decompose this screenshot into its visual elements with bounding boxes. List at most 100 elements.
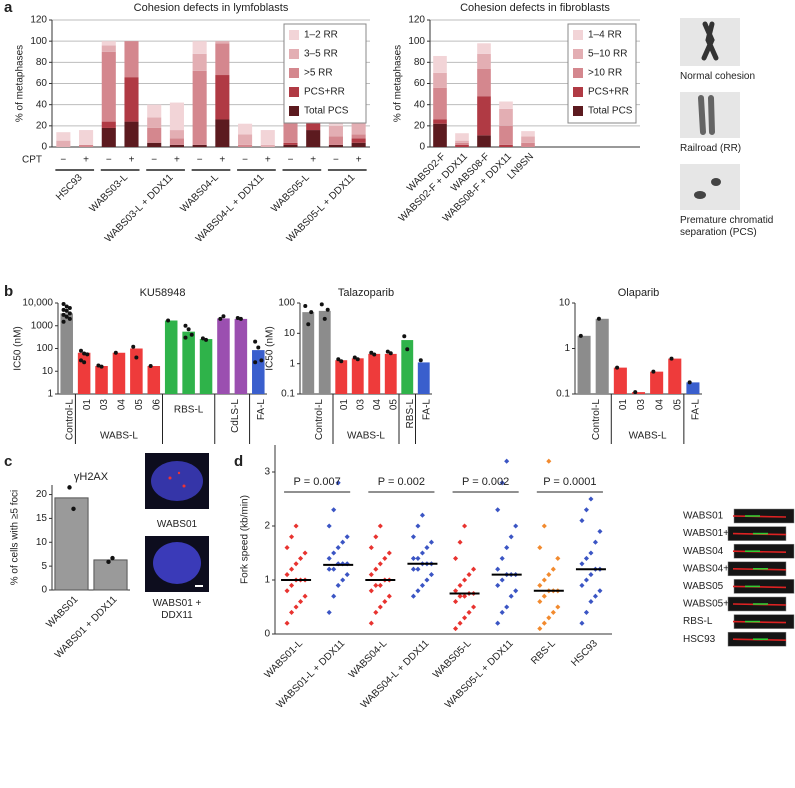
y-tick-label: 3 bbox=[264, 467, 270, 478]
data-point bbox=[504, 545, 510, 551]
bar-segment bbox=[124, 77, 139, 122]
data-point bbox=[388, 351, 393, 356]
data-point bbox=[382, 555, 388, 561]
data-point bbox=[579, 620, 585, 626]
data-point bbox=[183, 335, 188, 340]
bar bbox=[147, 366, 161, 394]
x-tick-label: 05 bbox=[388, 399, 399, 411]
bar-segment bbox=[433, 119, 447, 124]
group-label: HSC93 bbox=[54, 172, 85, 203]
y-tick-label: 5 bbox=[41, 561, 47, 572]
bar-segment bbox=[124, 41, 139, 78]
data-point bbox=[687, 380, 692, 385]
data-point bbox=[669, 356, 674, 361]
legend-label: 1–4 RR bbox=[588, 30, 622, 41]
group-label: WABS03-L bbox=[88, 172, 131, 215]
data-point bbox=[410, 593, 416, 599]
data-point bbox=[541, 577, 547, 583]
bar-segment bbox=[283, 142, 298, 145]
data-point bbox=[326, 566, 332, 572]
bar bbox=[401, 340, 414, 394]
bar bbox=[650, 371, 664, 394]
cpt-label: + bbox=[356, 155, 362, 166]
legend-label: Total PCS bbox=[588, 106, 633, 117]
bar-segment bbox=[328, 125, 343, 137]
y-tick-label: 0.1 bbox=[281, 389, 295, 400]
y-tick-label: 120 bbox=[408, 15, 425, 26]
group-label: Control-L bbox=[64, 399, 75, 441]
bar bbox=[384, 353, 397, 394]
data-point bbox=[466, 572, 472, 578]
bar-segment bbox=[477, 53, 491, 69]
x-tick-label: 03 bbox=[99, 399, 110, 411]
data-point bbox=[579, 561, 585, 567]
data-point bbox=[424, 577, 430, 583]
legend-swatch bbox=[573, 68, 583, 78]
bar-segment bbox=[215, 75, 230, 120]
bar-segment bbox=[351, 134, 366, 139]
data-point bbox=[134, 355, 139, 360]
legend-label: >10 RR bbox=[588, 68, 622, 79]
data-point bbox=[256, 345, 261, 350]
bar-segment bbox=[147, 142, 162, 147]
data-point bbox=[495, 582, 501, 588]
data-point bbox=[415, 523, 421, 529]
bar-segment bbox=[499, 144, 513, 147]
data-point bbox=[218, 316, 223, 321]
data-point bbox=[253, 339, 258, 344]
legend-swatch bbox=[289, 87, 299, 97]
chart-title: Olaparib bbox=[618, 287, 660, 299]
data-point bbox=[326, 555, 332, 561]
data-point bbox=[377, 523, 383, 529]
bar-segment bbox=[283, 144, 298, 147]
legend-swatch bbox=[289, 49, 299, 59]
data-point bbox=[293, 523, 299, 529]
data-point bbox=[67, 485, 72, 490]
data-point bbox=[96, 363, 101, 368]
cpt-label: + bbox=[310, 155, 316, 166]
image-label: RBS-L bbox=[683, 616, 713, 627]
data-point bbox=[377, 604, 383, 610]
p-value: P = 0.002 bbox=[462, 476, 509, 488]
image-caption: Normal cohesion bbox=[680, 71, 756, 82]
nucleus-image bbox=[145, 453, 209, 509]
legend-label: 1–2 RR bbox=[304, 30, 338, 41]
legend-swatch bbox=[573, 49, 583, 59]
x-tick-label: 04 bbox=[117, 399, 128, 411]
y-tick-label: 40 bbox=[414, 99, 426, 110]
x-tick-label: 03 bbox=[355, 399, 366, 411]
bar-segment bbox=[101, 51, 116, 122]
data-point bbox=[541, 593, 547, 599]
cpt-label: − bbox=[106, 155, 112, 166]
y-tick-label: 20 bbox=[36, 120, 48, 131]
data-point bbox=[221, 314, 226, 319]
data-point bbox=[373, 609, 379, 615]
data-point bbox=[298, 555, 304, 561]
data-point bbox=[457, 620, 463, 626]
bar-segment bbox=[169, 130, 184, 139]
data-point bbox=[372, 352, 377, 357]
data-point bbox=[352, 355, 357, 360]
data-point bbox=[131, 344, 136, 349]
data-point bbox=[61, 307, 66, 312]
bar-segment bbox=[192, 70, 207, 145]
y-tick-label: 0 bbox=[419, 142, 425, 153]
y-axis-label: % of metaphases bbox=[15, 45, 26, 122]
data-point bbox=[368, 572, 374, 578]
x-tick-label: 01 bbox=[339, 399, 350, 411]
y-tick-label: 10 bbox=[36, 537, 48, 548]
y-axis-label: IC50 (nM) bbox=[13, 326, 24, 370]
x-tick-label: 06 bbox=[151, 399, 162, 411]
cohesion-image bbox=[680, 92, 740, 138]
data-point bbox=[331, 566, 337, 572]
data-point bbox=[293, 561, 299, 567]
bar bbox=[54, 497, 89, 591]
bar bbox=[686, 382, 700, 394]
data-point bbox=[508, 593, 514, 599]
bar bbox=[252, 350, 265, 394]
y-tick-label: 1 bbox=[264, 575, 270, 586]
data-point bbox=[419, 550, 425, 556]
y-tick-label: 1 bbox=[289, 358, 295, 369]
data-point bbox=[368, 620, 374, 626]
